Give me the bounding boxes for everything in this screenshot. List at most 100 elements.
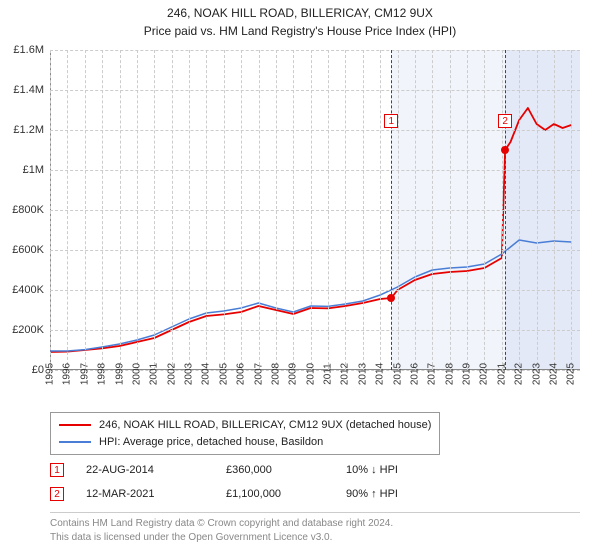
sale-marker-line	[505, 50, 506, 370]
x-axis-tick-label: 2024	[548, 363, 559, 385]
x-axis-tick-label: 2005	[218, 363, 229, 385]
y-axis-tick-label: £1M	[23, 164, 44, 176]
gridline-vertical	[398, 50, 399, 370]
sale-price: £360,000	[226, 464, 346, 476]
gridline-vertical	[259, 50, 260, 370]
x-axis-tick-label: 2009	[288, 363, 299, 385]
sale-row-marker: 1	[50, 463, 64, 477]
legend-item: HPI: Average price, detached house, Basi…	[59, 434, 431, 451]
gridline-vertical	[189, 50, 190, 370]
x-axis-tick-label: 2008	[270, 363, 281, 385]
y-axis-tick-label: £200K	[12, 324, 44, 336]
gridline-vertical	[102, 50, 103, 370]
gridline-vertical	[363, 50, 364, 370]
gridline-vertical	[172, 50, 173, 370]
x-axis-tick-label: 2002	[166, 363, 177, 385]
sale-row: 2 12-MAR-2021£1,100,00090% ↑ HPI	[50, 482, 580, 506]
y-axis-tick-label: £1.6M	[13, 44, 44, 56]
x-axis-tick-label: 2001	[149, 363, 160, 385]
x-axis-tick-label: 2004	[201, 363, 212, 385]
x-axis-tick-label: 2014	[375, 363, 386, 385]
gridline-vertical	[206, 50, 207, 370]
legend-swatch	[59, 424, 91, 426]
gridline-vertical	[467, 50, 468, 370]
gridline-vertical	[554, 50, 555, 370]
gridline-vertical	[137, 50, 138, 370]
gridline-horizontal	[50, 90, 580, 91]
sale-date: 12-MAR-2021	[86, 488, 226, 500]
x-axis-tick-label: 2016	[409, 363, 420, 385]
sale-marker-line	[391, 50, 392, 370]
chart-plot-area: £0£200K£400K£600K£800K£1M£1.2M£1.4M£1.6M…	[50, 50, 580, 370]
y-axis-tick-label: £800K	[12, 204, 44, 216]
gridline-horizontal	[50, 250, 580, 251]
legend-label: HPI: Average price, detached house, Basi…	[99, 436, 323, 448]
gridline-horizontal	[50, 290, 580, 291]
gridline-horizontal	[50, 50, 580, 51]
legend-label: 246, NOAK HILL ROAD, BILLERICAY, CM12 9U…	[99, 419, 431, 431]
gridline-vertical	[519, 50, 520, 370]
legend-box: 246, NOAK HILL ROAD, BILLERICAY, CM12 9U…	[50, 412, 440, 455]
x-axis-tick-label: 1999	[114, 363, 125, 385]
gridline-vertical	[415, 50, 416, 370]
gridline-vertical	[311, 50, 312, 370]
y-axis-tick-label: £400K	[12, 284, 44, 296]
chart-subtitle: Price paid vs. HM Land Registry's House …	[0, 22, 600, 38]
sale-marker-dot	[387, 294, 395, 302]
gridline-vertical	[293, 50, 294, 370]
sale-row-marker: 2	[50, 487, 64, 501]
sales-table: 122-AUG-2014£360,00010% ↓ HPI212-MAR-202…	[50, 458, 580, 506]
gridline-vertical	[120, 50, 121, 370]
gridline-vertical	[241, 50, 242, 370]
x-axis-tick-label: 2017	[427, 363, 438, 385]
license-line-2: This data is licensed under the Open Gov…	[50, 532, 332, 543]
x-axis-tick-label: 2018	[444, 363, 455, 385]
gridline-horizontal	[50, 170, 580, 171]
gridline-horizontal	[50, 330, 580, 331]
y-axis-tick-label: £600K	[12, 244, 44, 256]
y-axis-tick-label: £0	[32, 364, 44, 376]
gridline-vertical	[345, 50, 346, 370]
gridline-vertical	[502, 50, 503, 370]
x-axis-tick-label: 2025	[566, 363, 577, 385]
y-axis-tick-label: £1.2M	[13, 124, 44, 136]
gridline-vertical	[276, 50, 277, 370]
x-axis-tick-label: 2022	[514, 363, 525, 385]
gridline-vertical	[432, 50, 433, 370]
sale-marker-label: 1	[384, 114, 398, 128]
x-axis-tick-label: 2011	[323, 363, 334, 385]
legend-item: 246, NOAK HILL ROAD, BILLERICAY, CM12 9U…	[59, 417, 431, 434]
x-axis-tick-label: 2020	[479, 363, 490, 385]
sale-marker-dot	[501, 146, 509, 154]
sale-price: £1,100,000	[226, 488, 346, 500]
sale-row: 122-AUG-2014£360,00010% ↓ HPI	[50, 458, 580, 482]
y-axis-tick-label: £1.4M	[13, 84, 44, 96]
gridline-vertical	[67, 50, 68, 370]
x-axis-tick-label: 2010	[305, 363, 316, 385]
gridline-vertical	[484, 50, 485, 370]
x-axis-tick-label: 2019	[462, 363, 473, 385]
x-axis-tick-label: 1996	[62, 363, 73, 385]
x-axis-tick-label: 1997	[79, 363, 90, 385]
license-text: Contains HM Land Registry data © Crown c…	[50, 512, 580, 544]
x-axis-tick-label: 2023	[531, 363, 542, 385]
license-line-1: Contains HM Land Registry data © Crown c…	[50, 518, 393, 529]
x-axis-tick-label: 2000	[131, 363, 142, 385]
gridline-vertical	[450, 50, 451, 370]
gridline-vertical	[154, 50, 155, 370]
x-axis-tick-label: 2013	[357, 363, 368, 385]
x-axis-tick-label: 2012	[340, 363, 351, 385]
legend-swatch	[59, 441, 91, 443]
gridline-vertical	[85, 50, 86, 370]
sale-hpi-delta: 10% ↓ HPI	[346, 464, 466, 476]
x-axis-tick-label: 2003	[184, 363, 195, 385]
x-axis-tick-label: 1995	[45, 363, 56, 385]
gridline-horizontal	[50, 130, 580, 131]
gridline-vertical	[50, 50, 51, 370]
x-axis-tick-label: 1998	[97, 363, 108, 385]
x-axis-tick-label: 2006	[236, 363, 247, 385]
gridline-vertical	[537, 50, 538, 370]
x-axis-tick-label: 2015	[392, 363, 403, 385]
gridline-vertical	[224, 50, 225, 370]
sale-hpi-delta: 90% ↑ HPI	[346, 488, 466, 500]
